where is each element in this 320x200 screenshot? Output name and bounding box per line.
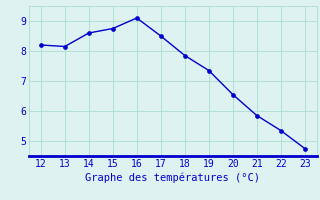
- X-axis label: Graphe des températures (°C): Graphe des températures (°C): [85, 173, 260, 183]
